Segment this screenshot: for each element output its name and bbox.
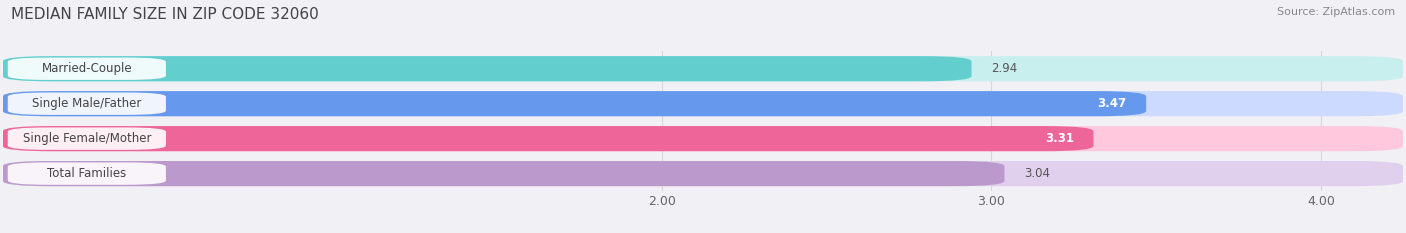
FancyBboxPatch shape	[3, 161, 1004, 186]
FancyBboxPatch shape	[3, 56, 972, 81]
FancyBboxPatch shape	[3, 91, 1403, 116]
Text: Single Female/Mother: Single Female/Mother	[22, 132, 150, 145]
FancyBboxPatch shape	[3, 126, 1094, 151]
FancyBboxPatch shape	[3, 56, 1403, 81]
FancyBboxPatch shape	[3, 161, 1403, 186]
Text: 2.94: 2.94	[991, 62, 1018, 75]
FancyBboxPatch shape	[8, 127, 166, 150]
Text: 3.31: 3.31	[1045, 132, 1074, 145]
Text: Source: ZipAtlas.com: Source: ZipAtlas.com	[1277, 7, 1395, 17]
FancyBboxPatch shape	[8, 93, 166, 115]
FancyBboxPatch shape	[3, 91, 1146, 116]
Text: Single Male/Father: Single Male/Father	[32, 97, 142, 110]
FancyBboxPatch shape	[8, 58, 166, 80]
Text: Total Families: Total Families	[48, 167, 127, 180]
FancyBboxPatch shape	[3, 126, 1403, 151]
Text: MEDIAN FAMILY SIZE IN ZIP CODE 32060: MEDIAN FAMILY SIZE IN ZIP CODE 32060	[11, 7, 319, 22]
Text: Married-Couple: Married-Couple	[42, 62, 132, 75]
FancyBboxPatch shape	[8, 162, 166, 185]
Text: 3.04: 3.04	[1024, 167, 1050, 180]
Text: 3.47: 3.47	[1097, 97, 1126, 110]
